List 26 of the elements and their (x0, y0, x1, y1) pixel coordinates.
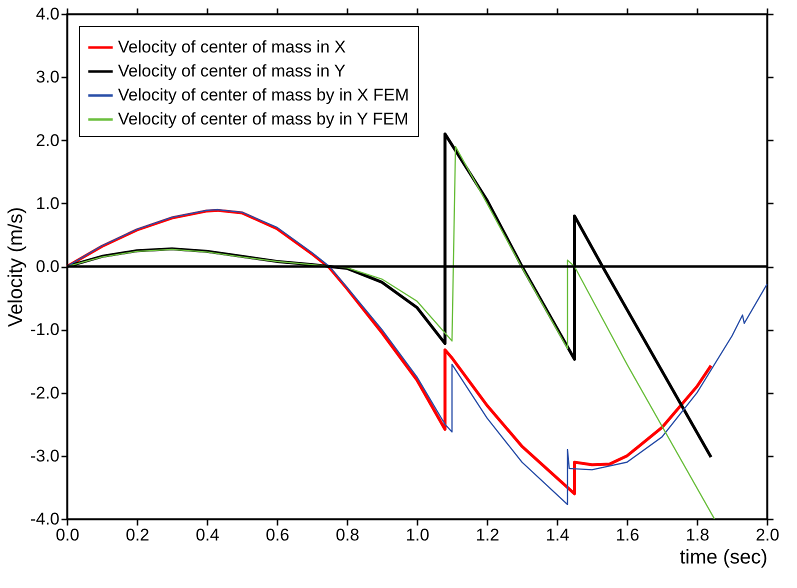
x-tick-label: 1.4 (546, 526, 570, 544)
legend-label: Velocity of center of mass in Y (118, 62, 346, 80)
y-tick-label: 1.0 (36, 194, 60, 213)
x-tick-label: 1.2 (476, 526, 500, 544)
legend-label: Velocity of center of mass by in Y FEM (118, 110, 408, 128)
y-tick-label: -3.0 (30, 446, 60, 466)
x-tick-label: 2.0 (756, 526, 780, 544)
x-tick-label: 0.6 (266, 526, 290, 544)
x-tick-label: 0.0 (56, 526, 80, 544)
y-tick-label: -1.0 (30, 320, 60, 340)
legend-label: Velocity of center of mass in X (118, 38, 346, 56)
legend-label: Velocity of center of mass by in X FEM (118, 86, 410, 104)
y-tick-label: 4.0 (36, 4, 60, 24)
y-tick-label: 0.0 (36, 257, 60, 276)
x-tick-label: 0.2 (126, 526, 150, 544)
y-tick-label: -2.0 (30, 383, 60, 402)
x-tick-label: 1.6 (616, 526, 640, 544)
x-tick-label: 1.0 (406, 526, 430, 544)
x-tick-label: 0.4 (196, 526, 220, 544)
y-axis-title: Velocity (m/s) (5, 206, 28, 328)
y-tick-label: -4.0 (30, 510, 60, 528)
y-tick-label: 2.0 (36, 130, 60, 150)
y-tick-label: 3.0 (36, 68, 60, 87)
x-tick-label: 0.8 (336, 526, 360, 544)
x-tick-label: 1.8 (686, 526, 710, 544)
x-axis-title: time (sec) (680, 546, 768, 568)
